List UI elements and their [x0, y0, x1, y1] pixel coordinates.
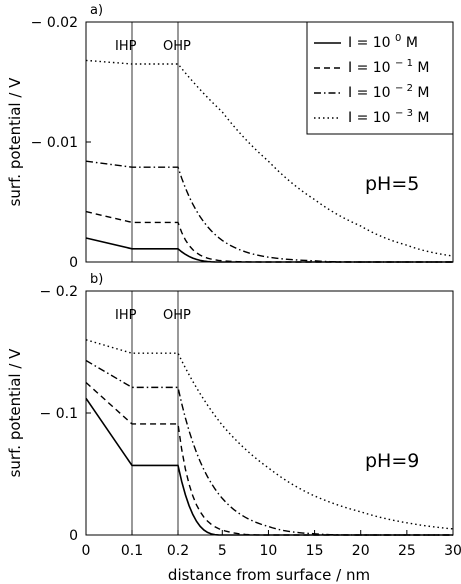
- x-tick-label: 0: [82, 543, 91, 559]
- legend-entry: I = 10 0 M: [348, 33, 418, 51]
- x-tick-label: 20: [352, 543, 370, 559]
- ohp-label: OHP: [163, 39, 191, 54]
- panel-a: a) pH=5 surf. potential / V 0 − 0.01 − 0.0…: [6, 3, 454, 271]
- y-tick-label: 0: [69, 255, 78, 271]
- series-line-3: [85, 59, 454, 257]
- ihp-label: IHP: [115, 39, 137, 54]
- x-tick-label: 30: [444, 543, 461, 559]
- series-line-2: [85, 160, 453, 263]
- ihp-label: IHP: [115, 308, 137, 323]
- legend-entry: I = 10 − 3 M: [348, 108, 429, 126]
- series-line-2: [85, 359, 453, 536]
- legend-entry: I = 10 − 2 M: [348, 83, 429, 101]
- legend-entry: I = 10 − 1 M: [348, 58, 429, 76]
- panel-b-frame: [85, 290, 454, 536]
- x-tick-label: 0.1: [121, 543, 143, 559]
- y-tick-label: − 0.01: [31, 135, 78, 151]
- series-line-3: [85, 339, 454, 530]
- x-tick-label: 0.2: [167, 543, 189, 559]
- series-line-0: [85, 237, 453, 263]
- panel-b-tag: b): [90, 272, 103, 287]
- y-tick-label: − 0.1: [40, 406, 78, 422]
- ohp-label: OHP: [163, 308, 191, 323]
- y-tick-label: 0: [69, 528, 78, 544]
- panel-a-tag: a): [90, 3, 103, 18]
- legend: I = 10 0 M I = 10 − 1 M I = 10 − 2 M I = 10…: [306, 21, 454, 135]
- panel-a-series: [85, 59, 454, 263]
- y-tick-label: − 0.02: [31, 15, 78, 31]
- panel-b-annotation: pH=9: [365, 450, 419, 472]
- x-tick-label: 10: [260, 543, 278, 559]
- y-tick-label: − 0.2: [40, 284, 78, 300]
- panel-a-annotation: pH=5: [365, 173, 419, 195]
- series-line-1: [85, 210, 453, 263]
- panel-b-layers: IHP OHP: [115, 291, 191, 535]
- panel-b-ticks: 0 − 0.1 − 0.2 0 0.1 0.2 5 10 15 20 25 30: [40, 284, 461, 559]
- panel-b-ylabel: surf. potential / V: [6, 348, 24, 478]
- x-tick-label: 15: [306, 543, 324, 559]
- x-tick-label: 5: [218, 543, 227, 559]
- panel-a-ticks: 0 − 0.01 − 0.02: [31, 15, 91, 271]
- x-tick-label: 25: [398, 543, 416, 559]
- panel-b-xlabel: distance from surface / nm: [168, 566, 370, 584]
- panel-a-layers: IHP OHP: [115, 22, 191, 262]
- panel-a-ylabel: surf. potential / V: [6, 77, 24, 207]
- panel-b: b) pH=9 surf. potential / V distance fro…: [6, 272, 461, 584]
- legend-box: [306, 21, 454, 135]
- panel-b-series: [85, 339, 454, 536]
